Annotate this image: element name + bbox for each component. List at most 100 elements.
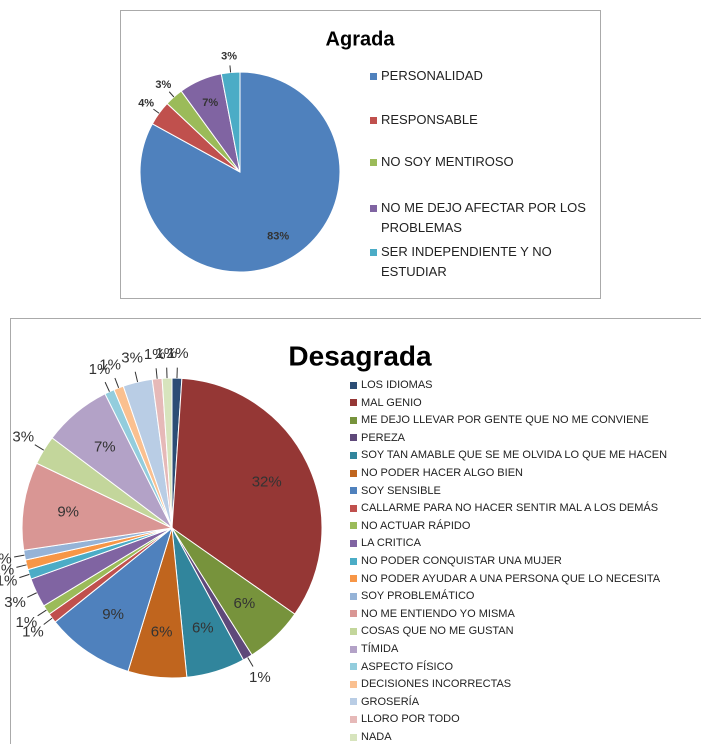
data-label: 1% xyxy=(155,345,177,362)
legend-label: LLORO POR TODO xyxy=(361,713,460,726)
pie-slice xyxy=(21,462,174,551)
legend-label: CALLARME PARA NO HACER SENTIR MAL A LOS … xyxy=(361,502,659,515)
legend-label: PEREZA xyxy=(361,431,406,444)
legend-swatch xyxy=(370,158,377,166)
data-label: 3% xyxy=(121,350,143,367)
data-label: 7% xyxy=(202,97,218,109)
legend-swatch xyxy=(350,733,357,741)
legend-swatch xyxy=(350,399,357,407)
legend-swatch xyxy=(350,610,357,618)
data-label: 9% xyxy=(57,503,79,520)
legend-label: SOY PROBLEMÁTICO xyxy=(361,590,475,603)
legend-entry: NO SOY MENTIROSO xyxy=(370,152,590,172)
chart-title: Agrada xyxy=(326,28,396,50)
legend-swatch xyxy=(350,663,357,671)
legend-label: NO PODER HACER ALGO BIEN xyxy=(361,467,523,479)
legend-label: RESPONSABLE xyxy=(381,112,478,127)
legend-swatch xyxy=(350,575,357,583)
data-label: 1% xyxy=(22,624,44,641)
legend-swatch xyxy=(350,434,357,442)
legend-entry: LA CRITICA xyxy=(350,534,700,552)
legend-swatch xyxy=(350,715,357,723)
legend-entry: LOS IDIOMAS xyxy=(350,376,700,394)
data-label: 1% xyxy=(0,573,17,590)
chart-title: Desagrada xyxy=(288,340,432,371)
legend-entry: SOY TAN AMABLE QUE SE ME OLVIDA LO QUE M… xyxy=(350,446,700,464)
legend-label: NO ACTUAR RÁPIDO xyxy=(361,519,471,532)
data-label: 9% xyxy=(102,606,124,623)
data-label: 1% xyxy=(0,550,12,567)
legend-entry: SER INDEPENDIENTE Y NO ESTUDIAR xyxy=(370,242,590,282)
data-label: 3% xyxy=(155,79,171,91)
data-label: 1% xyxy=(249,669,271,686)
leader-line xyxy=(43,617,53,625)
legend-label: MAL GENIO xyxy=(361,396,422,409)
leader-line xyxy=(19,573,30,579)
legend-swatch xyxy=(350,698,357,706)
legend-label: NO PODER CONQUISTAR UNA MUJER xyxy=(361,555,562,567)
legend-entry: DECISIONES INCORRECTAS xyxy=(350,675,700,693)
legend-entry: ASPECTO FÍSICO xyxy=(350,658,700,676)
legend-entry: SOY SENSIBLE xyxy=(350,482,700,500)
legend-label: ME DEJO LLEVAR POR GENTE QUE NO ME CONVI… xyxy=(361,414,649,427)
pie-slice xyxy=(161,377,173,529)
legend-entry: ME DEJO LLEVAR POR GENTE QUE NO ME CONVI… xyxy=(350,411,700,429)
legend-swatch xyxy=(350,451,357,459)
data-label: 3% xyxy=(12,429,34,446)
legend-entry: NO ACTUAR RÁPIDO xyxy=(350,517,700,535)
legend-swatch xyxy=(350,645,357,653)
legend-entry: RESPONSABLE xyxy=(370,110,590,130)
data-label: 6% xyxy=(234,595,256,612)
legend-entry: GROSERÍA xyxy=(350,693,700,711)
legend-entry: TÍMIDA xyxy=(350,640,700,658)
legend-entry: PERSONALIDAD xyxy=(370,66,590,86)
legend-label: NO SOY MENTIROSO xyxy=(381,154,514,169)
data-label: 7% xyxy=(94,438,116,455)
legend-label: SER INDEPENDIENTE Y NO ESTUDIAR xyxy=(381,244,552,279)
leader-line xyxy=(114,377,120,388)
legend-entry: NO ME ENTIENDO YO MISMA xyxy=(350,605,700,623)
data-label: 1% xyxy=(144,346,166,363)
legend-entry: NO PODER AYUDAR A UNA PERSONA QUE LO NEC… xyxy=(350,570,700,588)
legend-swatch xyxy=(350,504,357,512)
legend-entry: NO PODER CONQUISTAR UNA MUJER xyxy=(350,552,700,570)
legend-entry: NO ME DEJO AFECTAR POR LOS PROBLEMAS xyxy=(370,198,590,238)
legend-entry: PEREZA xyxy=(350,429,700,447)
leader-line xyxy=(34,444,45,451)
leader-line xyxy=(153,108,160,114)
data-label: 6% xyxy=(151,623,173,640)
data-label: 83% xyxy=(267,230,289,242)
leader-line xyxy=(247,657,254,667)
data-label: 4% xyxy=(138,98,154,110)
pie-slice xyxy=(171,377,323,615)
legend-swatch xyxy=(350,487,357,495)
leader-line xyxy=(27,592,37,598)
leader-line xyxy=(104,381,110,392)
legend-swatch xyxy=(350,680,357,688)
data-label: 1% xyxy=(99,356,121,373)
legend-label: NO PODER AYUDAR A UNA PERSONA QUE LO NEC… xyxy=(361,572,661,585)
legend-label: NADA xyxy=(361,731,392,743)
legend-entry: MAL GENIO xyxy=(350,394,700,412)
legend-label: SOY TAN AMABLE QUE SE ME OLVIDA LO QUE M… xyxy=(361,449,668,462)
legend-swatch xyxy=(370,72,377,80)
legend-entry: LLORO POR TODO xyxy=(350,710,700,728)
legend-label: TÍMIDA xyxy=(361,643,399,655)
legend-swatch xyxy=(370,204,377,212)
data-label: 1% xyxy=(167,345,189,362)
pie-slice xyxy=(54,526,173,673)
legend-swatch xyxy=(350,381,357,389)
legend-label: SOY SENSIBLE xyxy=(361,484,441,497)
legend-swatch xyxy=(350,539,357,547)
legend-swatch xyxy=(350,592,357,600)
legend-label: NO ME ENTIENDO YO MISMA xyxy=(361,607,515,620)
leader-line xyxy=(37,609,47,617)
data-label: 3% xyxy=(221,50,237,62)
legend-entry: COSAS QUE NO ME GUSTAN xyxy=(350,622,700,640)
legend-entry: SOY PROBLEMÁTICO xyxy=(350,587,700,605)
legend-label: LOS IDIOMAS xyxy=(361,379,433,391)
leader-line xyxy=(134,371,139,383)
legend-swatch xyxy=(370,116,377,124)
